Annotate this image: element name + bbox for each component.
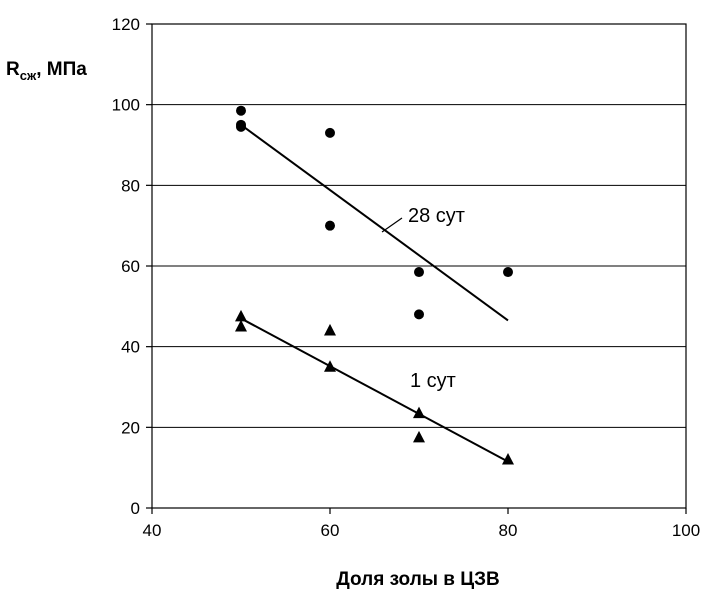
x-tick-label-40: 40	[143, 521, 162, 540]
x-tick-label-80: 80	[499, 521, 518, 540]
series-1-point-1	[236, 105, 246, 116]
y-axis-title-units: , МПа	[36, 59, 87, 80]
x-tick-label-100: 100	[672, 521, 700, 540]
x-axis-title: Доля золы в ЦЗВ	[336, 569, 499, 590]
series-2-point-7	[502, 453, 514, 465]
series-1-point-8	[503, 267, 513, 278]
y-axis-title-subscript: сж	[20, 68, 37, 83]
y-axis-title-main: R	[6, 59, 20, 80]
series-2-point-6	[413, 430, 425, 443]
annotations: 28 сут 1 сут	[381, 205, 465, 392]
axes	[146, 23, 687, 514]
series-2-point-2	[235, 319, 247, 332]
y-tick-label-40: 40	[121, 338, 140, 357]
y-tick-label-100: 100	[112, 96, 140, 115]
y-axis-title: Rсж, МПа	[6, 59, 87, 83]
series-2-trend-line	[240, 317, 509, 463]
y-tick-label-120: 120	[112, 15, 140, 34]
series-1-point-5	[325, 220, 335, 231]
series-2-point-5	[413, 406, 425, 419]
series-1-point-7	[414, 309, 424, 320]
grid-lines	[152, 104, 686, 428]
y-tick-label-80: 80	[121, 176, 140, 195]
y-tick-label-60: 60	[121, 257, 140, 276]
annotation-28-label: 28 сут	[408, 205, 465, 227]
y-tick-label-0: 0	[131, 499, 140, 518]
y-tick-label-20: 20	[121, 418, 140, 437]
annotation-1-label: 1 сут	[410, 370, 456, 392]
series-2-point-4	[324, 360, 336, 372]
series-1-point-3	[236, 121, 246, 132]
data-points	[235, 105, 514, 465]
tick-labels: 0 20 40 60 80 100 120 40 60 80 100	[112, 15, 701, 540]
annotation-28-leader	[381, 217, 403, 233]
series-1-point-6	[414, 267, 424, 278]
series-2-point-3	[324, 323, 336, 336]
series-1-trend-line	[240, 124, 509, 322]
series-2-point-1	[235, 309, 247, 322]
trend-lines	[240, 124, 509, 463]
series-1-point-4	[325, 127, 335, 138]
x-tick-label-60: 60	[321, 521, 340, 540]
